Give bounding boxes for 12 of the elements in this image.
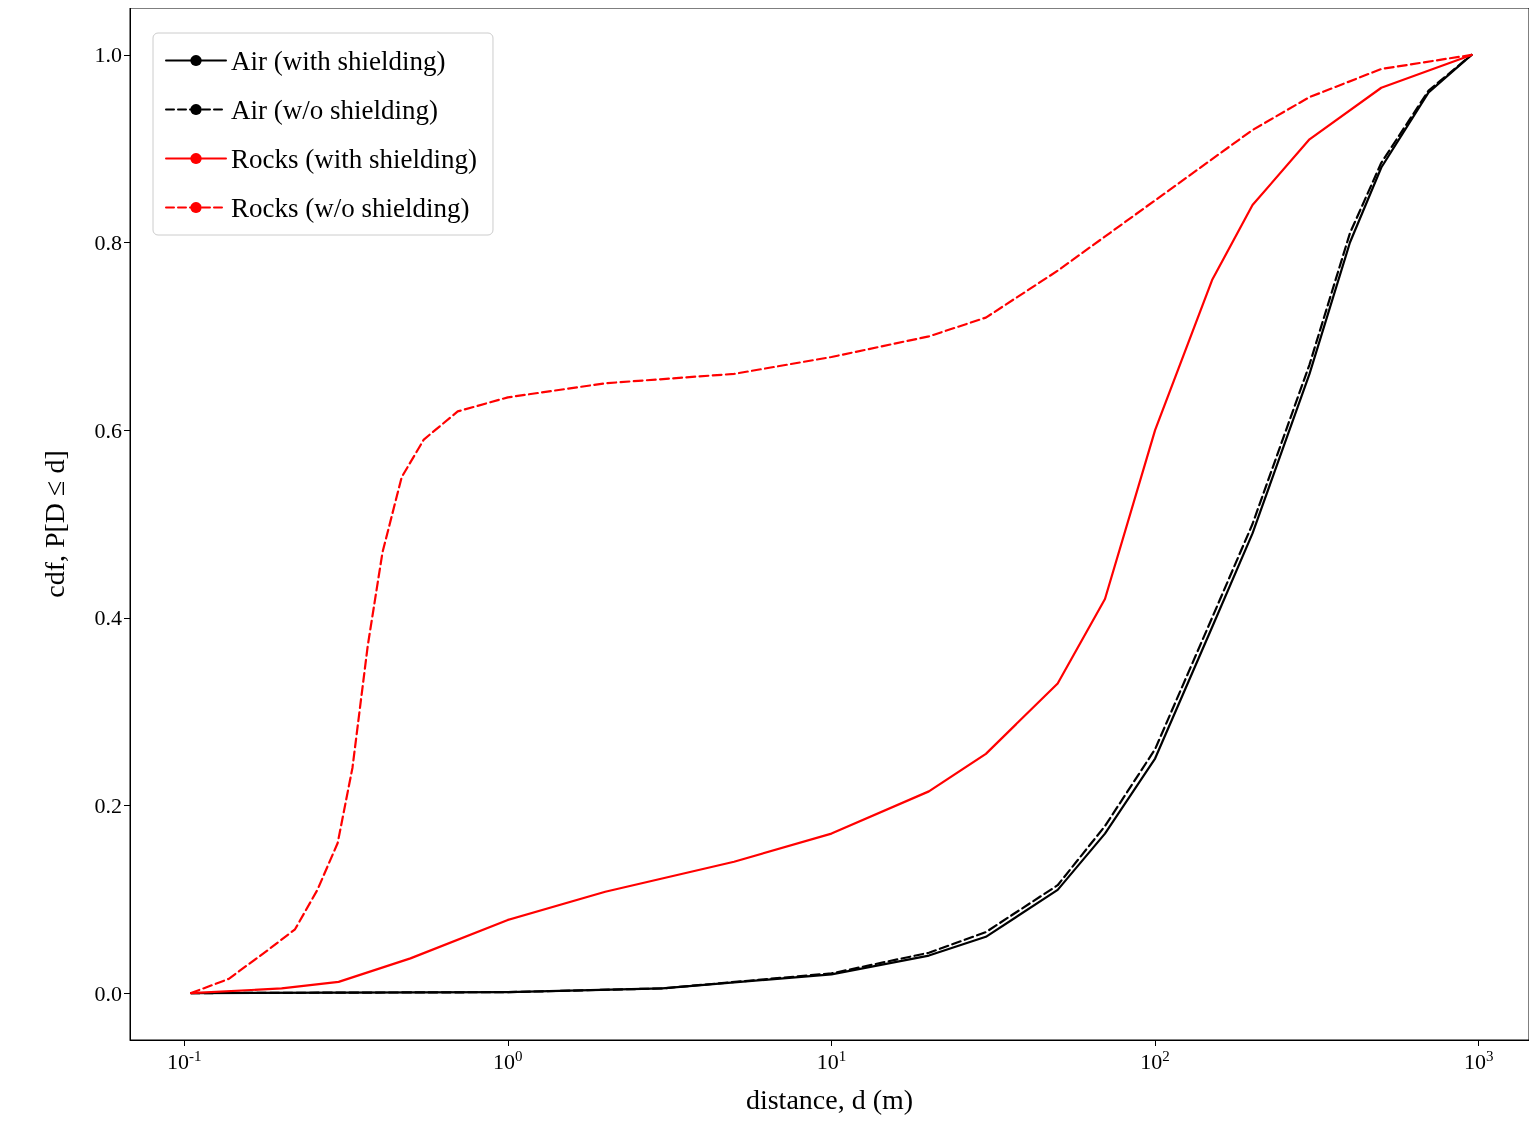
x-axis-title: distance, d (m) bbox=[745, 1083, 914, 1115]
y-tick-label: 1.0 bbox=[94, 42, 122, 68]
y-tick-label: 0.6 bbox=[94, 417, 122, 443]
y-tick-label: 0.0 bbox=[94, 980, 122, 1006]
legend-label: Rocks (w/o shielding) bbox=[231, 192, 470, 223]
y-tick-label: 0.2 bbox=[94, 792, 122, 818]
legend-label: Air (w/o shielding) bbox=[231, 94, 438, 125]
legend-label: Air (with shielding) bbox=[231, 45, 446, 76]
y-tick-label: 0.4 bbox=[94, 605, 122, 631]
y-axis-title: cdf, P[D ≤ d] bbox=[38, 450, 70, 598]
legend-label: Rocks (with shielding) bbox=[231, 143, 477, 174]
y-tick-label: 0.8 bbox=[94, 230, 122, 256]
